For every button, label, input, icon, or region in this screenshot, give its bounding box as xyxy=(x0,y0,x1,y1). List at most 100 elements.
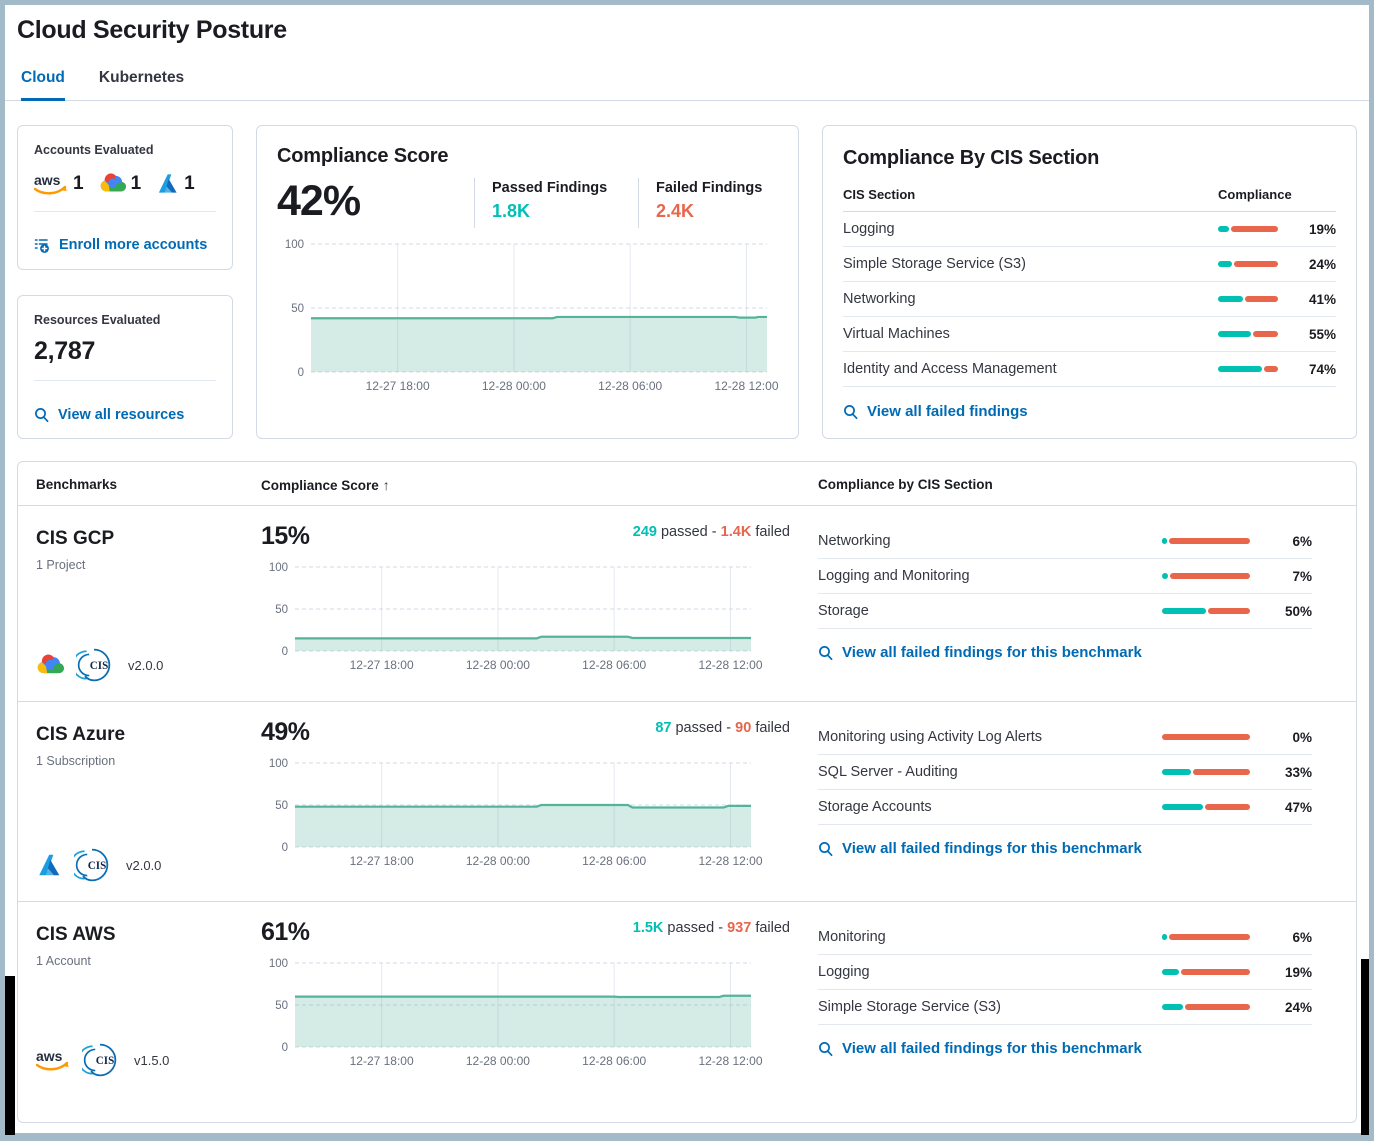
cis-logo: CIS xyxy=(76,647,112,683)
svg-text:50: 50 xyxy=(275,800,288,812)
compliance-bar xyxy=(1162,573,1250,579)
compliance-bar xyxy=(1162,769,1250,775)
svg-text:100: 100 xyxy=(269,958,288,970)
provider-counts: 1 1 1 xyxy=(34,170,216,197)
azure-account-count: 1 xyxy=(156,172,195,195)
svg-text:12-28 12:00: 12-28 12:00 xyxy=(698,1054,762,1068)
cis-logo: CIS xyxy=(74,847,110,883)
tab-cloud[interactable]: Cloud xyxy=(21,69,65,101)
summary-row: Accounts Evaluated 1 1 1 xyxy=(5,101,1369,439)
benchmark-subtitle: 1 Project xyxy=(36,558,86,572)
cis-table-header: CIS Section Compliance xyxy=(843,187,1336,212)
desktop-background-left xyxy=(5,976,15,1135)
benchmarks-table-header: Benchmarks Compliance Score ↑ Compliance … xyxy=(18,462,1356,506)
compliance-bar xyxy=(1162,969,1250,975)
compliance-by-cis-section-card: Compliance By CIS Section CIS Section Co… xyxy=(822,125,1357,439)
search-icon xyxy=(844,404,858,419)
svg-text:100: 100 xyxy=(285,239,304,251)
view-failed-findings-benchmark-link[interactable]: View all failed findings for this benchm… xyxy=(818,1040,1312,1057)
svg-text:12-28 06:00: 12-28 06:00 xyxy=(582,1054,646,1068)
svg-text:12-28 06:00: 12-28 06:00 xyxy=(582,854,646,868)
aws-section-s3: Simple Storage Service (S3) 24% xyxy=(818,990,1312,1025)
failed-findings-value: 2.4K xyxy=(656,201,695,221)
benchmark-name: CIS GCP xyxy=(36,528,115,549)
benchmark-version: v2.0.0 xyxy=(126,857,162,873)
passed-findings-label: Passed Findings xyxy=(492,180,608,196)
enroll-link-label: Enroll more accounts xyxy=(59,237,208,253)
passed-failed-summary: 249 passed - 1.4K failed xyxy=(632,524,790,540)
view-all-resources-link[interactable]: View all resources xyxy=(34,407,216,423)
svg-text:100: 100 xyxy=(269,562,288,574)
cis-row-networking: Networking 41% xyxy=(843,282,1336,317)
compliance-score-trend-chart: 12-27 18:00 12-28 00:00 12-28 06:00 12-28 1… xyxy=(285,239,779,393)
compliance-score-title: Compliance Score xyxy=(277,145,449,167)
svg-text:CIS: CIS xyxy=(90,660,109,672)
view-all-failed-findings-link[interactable]: View all failed findings xyxy=(843,403,1336,420)
gcp-section-networking: Networking 6% xyxy=(818,524,1312,559)
svg-text:50: 50 xyxy=(275,1000,288,1012)
benchmark-score: 15% xyxy=(261,522,310,550)
compliance-bar xyxy=(1162,608,1250,614)
resources-evaluated-card: Resources Evaluated 2,787 View all resou… xyxy=(17,294,233,439)
view-failed-findings-benchmark-link[interactable]: View all failed findings for this benchm… xyxy=(818,840,1312,857)
compliance-bar xyxy=(1218,366,1278,372)
svg-text:0: 0 xyxy=(298,367,304,379)
compliance-bar xyxy=(1162,804,1250,810)
aws-trend-chart: 12-27 18:00 12-28 00:00 12-28 06:00 12-28 1… xyxy=(269,958,763,1068)
svg-text:CIS: CIS xyxy=(88,860,107,872)
benchmark-row-cis-gcp: CIS GCP 1 Project CIS v2.0.0 15% 249 pas… xyxy=(18,506,1356,701)
resources-card-title: Resources Evaluated xyxy=(34,312,161,327)
gcp-icon xyxy=(99,170,126,197)
gcp-icon xyxy=(36,651,64,679)
compliance-bar xyxy=(1218,296,1278,302)
svg-text:12-27 18:00: 12-27 18:00 xyxy=(366,379,430,393)
svg-text:CIS: CIS xyxy=(96,1055,115,1067)
col-compliance: Compliance xyxy=(1218,187,1292,202)
cis-row-iam: Identity and Access Management 74% xyxy=(843,352,1336,387)
page-header: Cloud Security Posture xyxy=(5,5,1369,45)
svg-text:12-28 00:00: 12-28 00:00 xyxy=(482,379,546,393)
azure-count: 1 xyxy=(184,172,195,194)
compliance-bar xyxy=(1218,226,1278,232)
overall-score: 42% xyxy=(277,177,361,225)
compliance-bar xyxy=(1162,734,1250,740)
svg-text:12-27 18:00: 12-27 18:00 xyxy=(350,1054,414,1068)
tab-kubernetes[interactable]: Kubernetes xyxy=(98,69,185,86)
passed-failed-summary: 1.5K passed - 937 failed xyxy=(632,920,790,936)
svg-text:50: 50 xyxy=(291,303,304,315)
divider xyxy=(34,379,216,381)
gcp-trend-chart: 12-27 18:00 12-28 00:00 12-28 06:00 12-28 1… xyxy=(269,562,763,672)
enroll-more-accounts-link[interactable]: Enroll more accounts xyxy=(34,237,216,254)
compliance-bar xyxy=(1218,331,1278,337)
svg-text:0: 0 xyxy=(282,646,288,658)
benchmark-subtitle: 1 Subscription xyxy=(36,754,116,768)
gcp-section-storage: Storage 50% xyxy=(818,594,1312,629)
benchmark-row-cis-aws: CIS AWS 1 Account CIS v1.5.0 61% 1.5K pa… xyxy=(18,901,1356,1122)
resources-count: 2,787 xyxy=(34,336,96,365)
passed-failed-summary: 87 passed - 90 failed xyxy=(655,720,790,736)
failed-findings-stat: Failed Findings 2.4K xyxy=(638,178,778,228)
svg-text:12-28 12:00: 12-28 12:00 xyxy=(698,854,762,868)
gcp-count: 1 xyxy=(130,172,142,194)
benchmark-version: v2.0.0 xyxy=(128,657,164,673)
col-compliance-score-sort[interactable]: Compliance Score ↑ xyxy=(261,477,390,493)
search-icon xyxy=(819,1041,833,1056)
desktop-background-right xyxy=(1361,959,1369,1135)
resources-link-label: View all resources xyxy=(58,407,185,423)
azure-trend-chart: 12-27 18:00 12-28 00:00 12-28 06:00 12-28 1… xyxy=(269,758,763,868)
aws-count: 1 xyxy=(73,172,84,194)
passed-findings-value: 1.8K xyxy=(492,201,531,221)
compliance-bar xyxy=(1162,934,1250,940)
cis-row-s3: Simple Storage Service (S3) 24% xyxy=(843,247,1336,282)
azure-icon xyxy=(36,852,62,878)
aws-section-logging: Logging 19% xyxy=(818,955,1312,990)
view-failed-findings-benchmark-link[interactable]: View all failed findings for this benchm… xyxy=(818,644,1312,661)
svg-text:100: 100 xyxy=(269,758,288,770)
benchmark-score: 61% xyxy=(261,918,310,946)
compliance-bar xyxy=(1218,261,1278,267)
col-cis-section: CIS Section xyxy=(843,187,916,202)
tab-bar: Cloud Kubernetes xyxy=(5,69,1369,101)
cis-logo: CIS xyxy=(82,1042,118,1078)
svg-text:50: 50 xyxy=(275,604,288,616)
benchmark-row-cis-azure: CIS Azure 1 Subscription CIS v2.0.0 49% … xyxy=(18,701,1356,901)
